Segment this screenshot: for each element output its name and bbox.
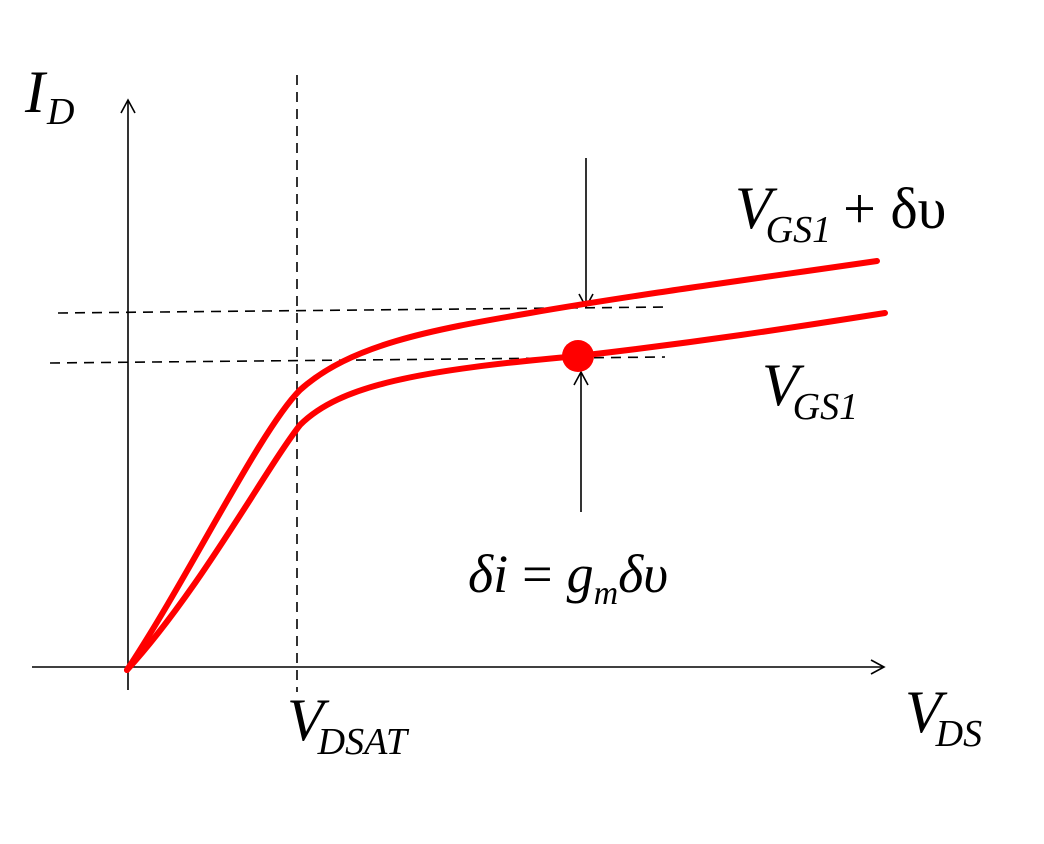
curve-vgs1 — [124, 310, 888, 673]
curve-lower-label: VGS1 — [762, 352, 858, 428]
x-axis-label: VDS — [905, 679, 982, 755]
curve-vgs1-plus-dv — [124, 258, 880, 673]
curve-upper-label: VGS1 + δυ — [735, 175, 946, 251]
transconductance-equation: δi = gmδυ — [468, 544, 668, 612]
y-axis-label: ID — [24, 59, 74, 133]
vdsat-label: VDSAT — [287, 687, 410, 763]
operating-point — [562, 340, 594, 372]
